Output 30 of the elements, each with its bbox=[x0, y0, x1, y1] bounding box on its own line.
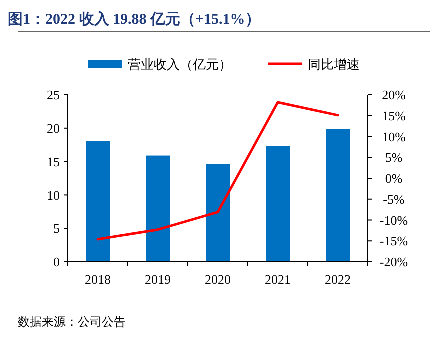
x-tick-label: 2020 bbox=[205, 272, 231, 287]
x-tick-label: 2019 bbox=[145, 272, 171, 287]
legend-label: 同比增速 bbox=[308, 57, 360, 72]
y-tick-label: 20 bbox=[47, 120, 60, 136]
bar bbox=[266, 146, 290, 262]
y2-tick-label: 5% bbox=[385, 150, 403, 166]
y2-tick-label: -5% bbox=[383, 192, 405, 207]
y2-tick-label: 15% bbox=[382, 108, 406, 124]
bar bbox=[206, 164, 230, 262]
y2-tick-label: 0% bbox=[385, 171, 403, 186]
y-tick-label: 15 bbox=[47, 154, 60, 170]
source-note: 数据来源：公司公告 bbox=[18, 315, 126, 329]
x-tick-label: 2021 bbox=[265, 272, 291, 287]
y-tick-label: 10 bbox=[47, 188, 60, 203]
x-tick-label: 2018 bbox=[85, 272, 111, 287]
chart-title: 图1：2022 收入 19.88 亿元（+15.1%） bbox=[8, 11, 260, 28]
y-tick-label: 5 bbox=[54, 221, 60, 236]
line-series bbox=[96, 101, 340, 241]
y2-tick-label: 20% bbox=[382, 88, 406, 103]
legend-label: 营业收入（亿元） bbox=[128, 57, 232, 72]
bar bbox=[146, 156, 170, 262]
y2-tick-label: -15% bbox=[380, 234, 408, 249]
y2-tick-label: -20% bbox=[380, 254, 408, 270]
y2-tick-label: -10% bbox=[380, 212, 408, 228]
bar bbox=[86, 141, 110, 262]
y-tick-label: 0 bbox=[54, 254, 60, 270]
bar bbox=[326, 129, 350, 262]
x-tick-label: 2022 bbox=[325, 272, 351, 287]
y-tick-label: 25 bbox=[47, 88, 60, 103]
y2-tick-label: 10% bbox=[382, 129, 406, 144]
